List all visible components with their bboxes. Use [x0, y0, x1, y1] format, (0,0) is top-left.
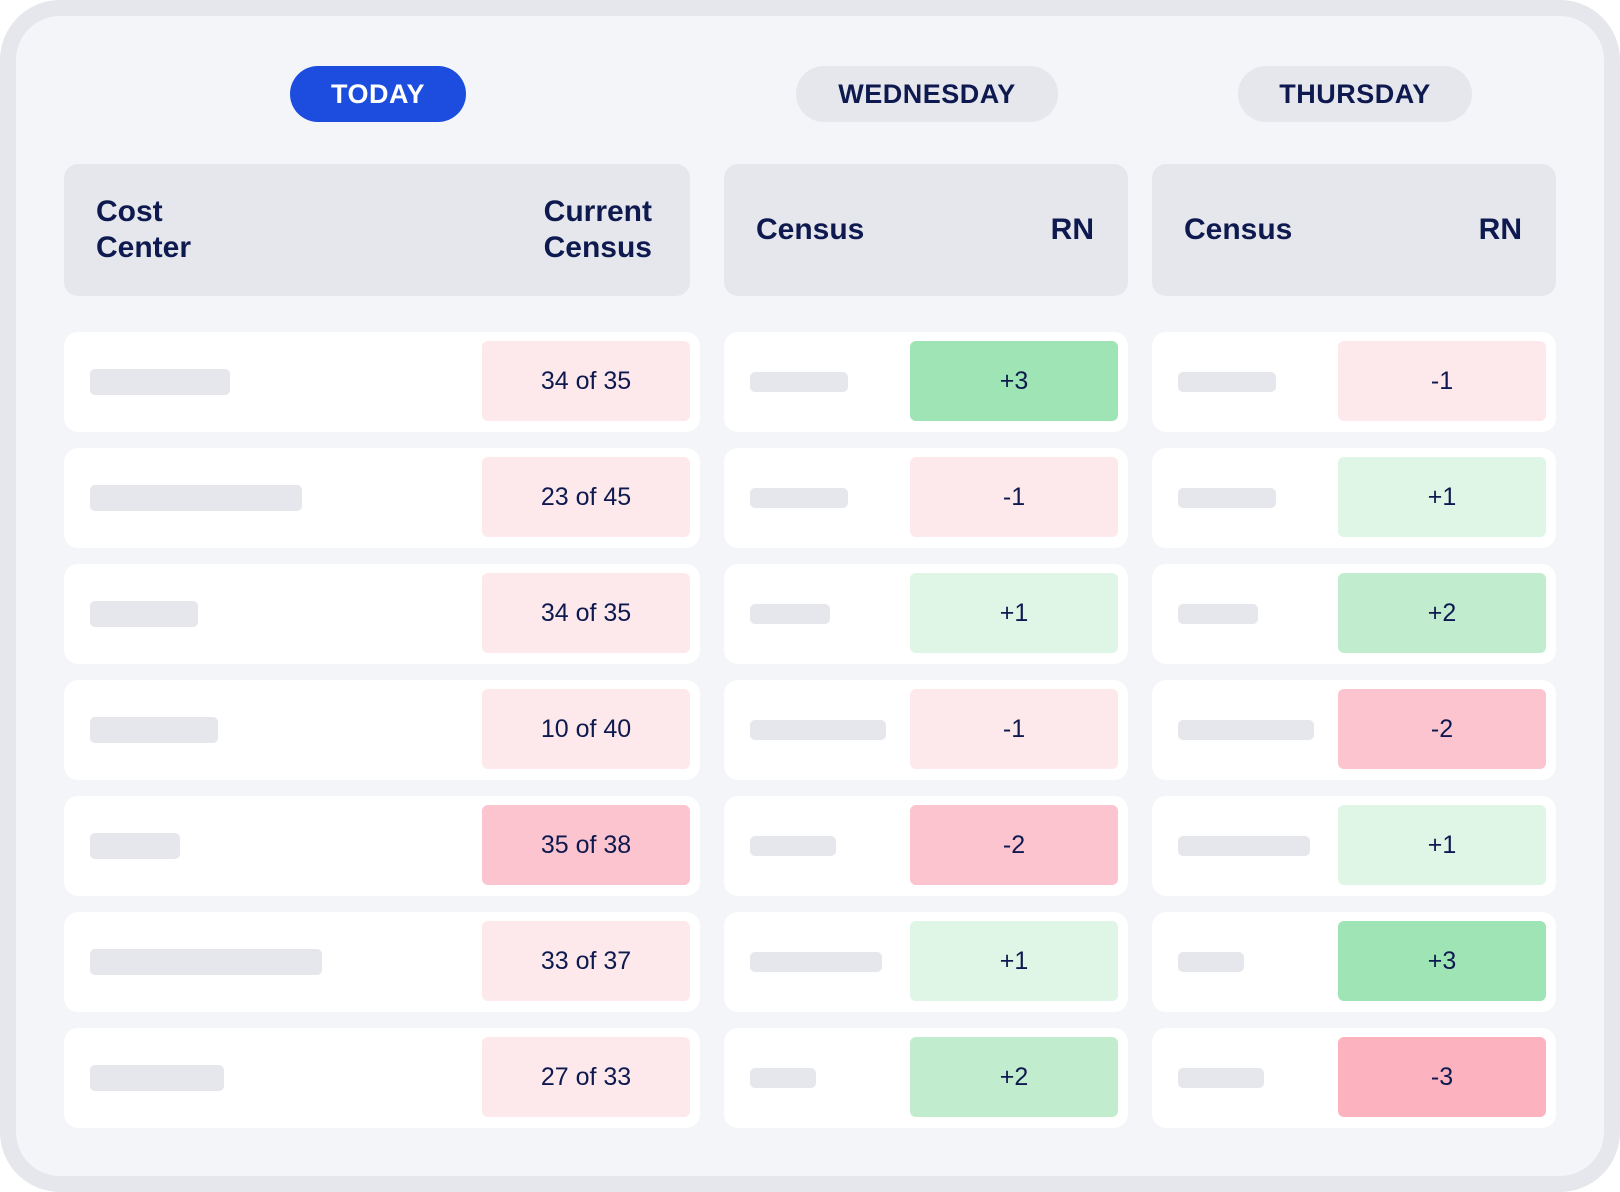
thursday-census-header: Census [1184, 213, 1293, 246]
table-row: 10 of 40 [64, 680, 700, 780]
table-row: +1 [724, 912, 1128, 1012]
thursday-rn-cell[interactable]: +2 [1338, 573, 1546, 653]
wednesday-rn-cell[interactable]: +1 [910, 573, 1118, 653]
current-census-cell[interactable]: 27 of 33 [482, 1037, 690, 1117]
census-placeholder [1178, 1068, 1264, 1088]
current-census-cell[interactable]: 10 of 40 [482, 689, 690, 769]
census-placeholder [750, 1068, 816, 1088]
thursday-rn-cell[interactable]: -1 [1338, 341, 1546, 421]
current-census-cell[interactable]: 34 of 35 [482, 573, 690, 653]
census-placeholder [750, 604, 830, 624]
table-row: -2 [724, 796, 1128, 896]
census-placeholder [750, 720, 886, 740]
current-census-header: Current Census [543, 195, 652, 264]
census-placeholder [1178, 952, 1244, 972]
table-row: 35 of 38 [64, 796, 700, 896]
wednesday-header: Census RN [724, 164, 1128, 296]
table-row: 27 of 33 [64, 1028, 700, 1128]
cost-center-placeholder [90, 717, 218, 743]
table-row: +1 [1152, 448, 1556, 548]
cost-center-header: Cost Center [96, 195, 192, 264]
census-placeholder [1178, 604, 1258, 624]
cost-center-placeholder [90, 833, 180, 859]
census-placeholder [1178, 372, 1276, 392]
wednesday-rn-cell[interactable]: +3 [910, 341, 1118, 421]
census-placeholder [1178, 720, 1314, 740]
tab-thursday[interactable]: THURSDAY [1238, 66, 1472, 122]
current-census-cell[interactable]: 23 of 45 [482, 457, 690, 537]
table-row: +2 [724, 1028, 1128, 1128]
wednesday-rn-header: RN [1050, 213, 1094, 246]
table-row: +1 [724, 564, 1128, 664]
thursday-rn-cell[interactable]: -3 [1338, 1037, 1546, 1117]
tab-today[interactable]: TODAY [290, 66, 466, 122]
census-placeholder [750, 372, 848, 392]
cost-center-placeholder [90, 485, 302, 511]
census-placeholder [1178, 488, 1276, 508]
census-placeholder [1178, 836, 1310, 856]
wednesday-rn-cell[interactable]: -1 [910, 457, 1118, 537]
table-row: 34 of 35 [64, 564, 700, 664]
current-census-cell[interactable]: 33 of 37 [482, 921, 690, 1001]
thursday-rn-cell[interactable]: +1 [1338, 457, 1546, 537]
wednesday-rn-cell[interactable]: -1 [910, 689, 1118, 769]
wednesday-rn-cell[interactable]: +1 [910, 921, 1118, 1001]
table-row: +3 [1152, 912, 1556, 1012]
cost-center-placeholder [90, 1065, 224, 1091]
wednesday-rn-cell[interactable]: +2 [910, 1037, 1118, 1117]
cost-center-placeholder [90, 949, 322, 975]
thursday-rn-cell[interactable]: +1 [1338, 805, 1546, 885]
table-row: -2 [1152, 680, 1556, 780]
table-row: +2 [1152, 564, 1556, 664]
table-row: 23 of 45 [64, 448, 700, 548]
tab-wednesday[interactable]: WEDNESDAY [796, 66, 1058, 122]
census-placeholder [750, 488, 848, 508]
table-row: -3 [1152, 1028, 1556, 1128]
thursday-rn-cell[interactable]: +3 [1338, 921, 1546, 1001]
today-header: Cost Center Current Census [64, 164, 690, 296]
current-census-cell[interactable]: 35 of 38 [482, 805, 690, 885]
table-row: +3 [724, 332, 1128, 432]
cost-center-placeholder [90, 601, 198, 627]
thursday-header: Census RN [1152, 164, 1556, 296]
wednesday-census-header: Census [756, 213, 865, 246]
thursday-rn-header: RN [1478, 213, 1522, 246]
table-row: -1 [1152, 332, 1556, 432]
table-row: 34 of 35 [64, 332, 700, 432]
current-census-cell[interactable]: 34 of 35 [482, 341, 690, 421]
census-placeholder [750, 952, 882, 972]
table-row: +1 [1152, 796, 1556, 896]
table-row: -1 [724, 680, 1128, 780]
wednesday-rn-cell[interactable]: -2 [910, 805, 1118, 885]
thursday-rn-cell[interactable]: -2 [1338, 689, 1546, 769]
census-placeholder [750, 836, 836, 856]
table-row: 33 of 37 [64, 912, 700, 1012]
cost-center-placeholder [90, 369, 230, 395]
table-row: -1 [724, 448, 1128, 548]
